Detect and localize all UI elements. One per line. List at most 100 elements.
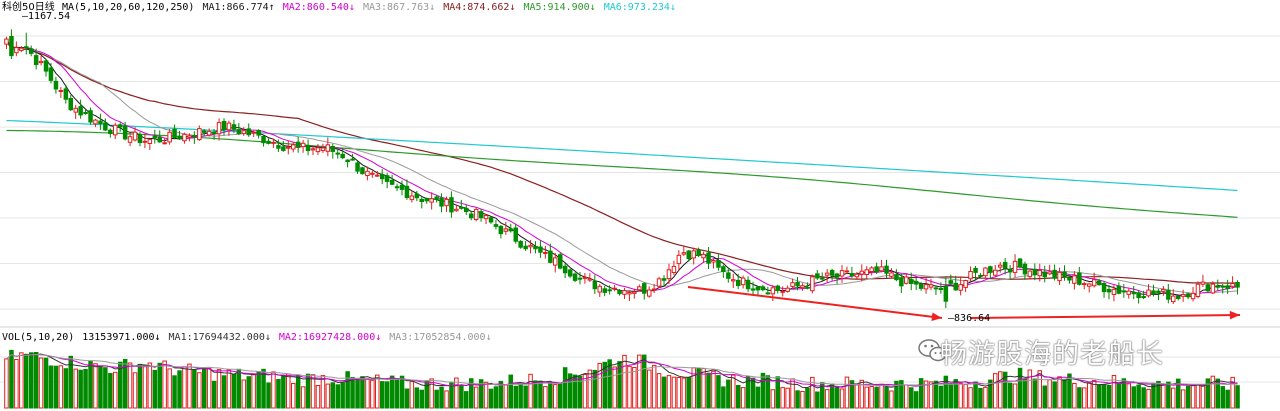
volume-bar [884, 386, 889, 409]
candle-body [63, 88, 69, 100]
candle-body [182, 133, 187, 142]
candle-body [656, 278, 662, 287]
candle-body [469, 213, 474, 219]
volume-bar [1166, 381, 1171, 409]
volume-bar [1151, 383, 1156, 409]
candle-body [256, 130, 261, 136]
candle-body [642, 283, 647, 294]
volume-bar [528, 373, 533, 409]
candle-body [1057, 271, 1062, 282]
volume-bar [236, 368, 242, 409]
candle-body [19, 47, 24, 51]
candle-body [370, 172, 375, 175]
volume-bar [894, 380, 899, 409]
candle-body [1072, 275, 1077, 284]
candle-body [340, 153, 345, 159]
volume-bar [1210, 375, 1216, 409]
candle-body [310, 148, 316, 151]
volume-bar [765, 375, 771, 409]
volume-bar [335, 384, 340, 409]
candle-body [1176, 295, 1181, 300]
candle-body [592, 280, 598, 290]
volume-bar [869, 386, 874, 409]
volume-bar [409, 381, 415, 409]
candle-body [780, 290, 785, 293]
candle-body [721, 266, 726, 273]
volume-bar [177, 370, 182, 409]
candle-body [1002, 261, 1008, 269]
candle-body [1220, 285, 1225, 288]
volume-bar [889, 390, 894, 409]
volume-bar [192, 369, 197, 409]
volume-bar [113, 371, 118, 409]
candle-body [246, 128, 251, 136]
volume-bar [434, 389, 439, 409]
volume-bar [493, 386, 499, 409]
candle-body [800, 285, 805, 289]
volume-bar [459, 384, 464, 409]
volume-bar [824, 389, 830, 409]
candle-body [671, 265, 677, 273]
candle-body [770, 287, 776, 295]
price-legend-item: MA4:874.662↓ [443, 2, 515, 13]
candle-body [577, 277, 583, 280]
volume-bar [14, 359, 19, 409]
candle-body [118, 124, 123, 128]
candle-body [889, 272, 894, 277]
volume-bar [444, 390, 449, 409]
candle-body [528, 244, 533, 248]
volume-bar [553, 384, 558, 409]
volume-bar [1190, 384, 1196, 409]
candle-body [1126, 290, 1131, 295]
candle-body [4, 38, 9, 45]
volume-bar [983, 386, 988, 409]
volume-bar [419, 389, 424, 409]
volume-bar [607, 359, 612, 409]
volume-bar [1047, 379, 1052, 409]
volume-bar [726, 379, 731, 409]
volume-bar [454, 377, 459, 409]
candle-body [429, 198, 434, 203]
volume-bar [706, 372, 711, 409]
candle-body [1062, 271, 1067, 278]
volume-bar [414, 387, 420, 409]
high-annotation: —1167.54 [22, 11, 70, 22]
volume-bar [38, 357, 44, 409]
volume-bar [543, 386, 548, 409]
candle-body [884, 265, 889, 274]
volume-bar [731, 374, 736, 409]
volume-bar [291, 383, 296, 409]
volume-bar [4, 358, 9, 409]
candle-body [755, 286, 761, 291]
candle-body [478, 211, 484, 219]
candle-body [998, 264, 1003, 268]
candle-body [918, 283, 924, 289]
candle-body [53, 80, 59, 90]
volume-bar [1136, 384, 1141, 409]
price-legend-item: MA6:973.234↓ [604, 2, 676, 13]
candle-body [854, 273, 860, 278]
volume-bar [1077, 387, 1082, 409]
candle-body [355, 162, 360, 172]
candle-body [147, 139, 153, 145]
candle-body [978, 274, 983, 277]
volume-bar [206, 367, 212, 409]
volume-bar [498, 380, 504, 409]
volume-bar [508, 374, 513, 409]
candle-body [829, 269, 835, 276]
candle-body [464, 207, 469, 213]
candle-body [88, 110, 93, 123]
volume-bar [211, 380, 217, 409]
volume-bar [750, 377, 756, 409]
candle-body [1091, 279, 1097, 287]
candle-body [543, 252, 548, 254]
candle-body [666, 269, 672, 280]
volume-bar [1062, 379, 1067, 409]
volume-bar [147, 362, 153, 409]
volume-bar [1121, 378, 1127, 409]
volume-bar [315, 385, 321, 409]
candle-body [419, 198, 424, 202]
price-legend: MA(5,10,20,60,120,250) MA1:866.774↑ MA2:86… [62, 2, 676, 13]
candle-body [83, 112, 88, 114]
volume-bar [602, 361, 607, 409]
